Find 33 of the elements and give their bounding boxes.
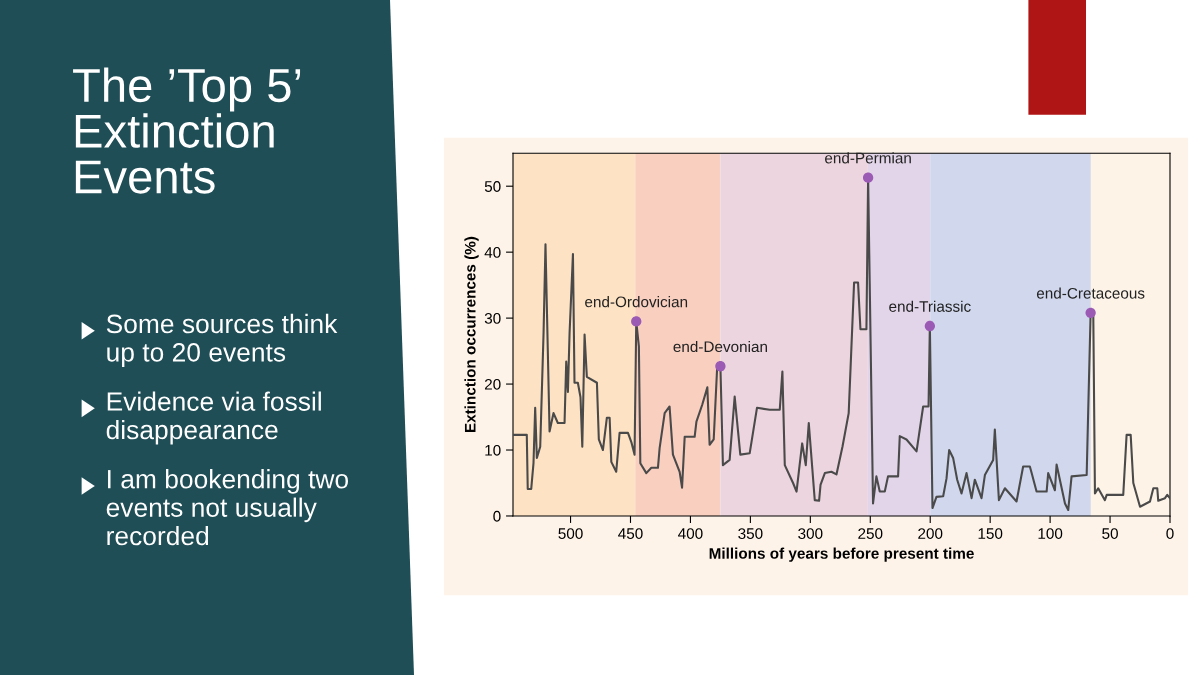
annotation: end-Devonian (673, 340, 767, 353)
y-tick-label: 30 (484, 312, 501, 324)
x-tick-label: 0 (1166, 528, 1174, 539)
y-tick-label: 10 (485, 444, 501, 456)
point (924, 320, 936, 332)
chart-title: The ’Top 5’ Extinction Events (73, 67, 301, 194)
x-tick-label: 50 (1102, 528, 1118, 539)
x-tick-label: 500 (558, 528, 583, 539)
x-tick-label: 350 (738, 528, 763, 539)
x-tick-label: 250 (858, 528, 883, 539)
y-tick-label: 20 (484, 378, 501, 390)
annotation: end-Permian (825, 152, 911, 164)
text: I am bookending two events not usually recorded (106, 469, 349, 546)
text: Some sources think up to 20 events (106, 313, 338, 367)
text: Evidence via fossil disappearance (106, 391, 321, 445)
y-tick-label: 0 (493, 510, 501, 522)
x-tick-label: 100 (1038, 528, 1063, 539)
annotation: end-Ordovician (585, 296, 688, 308)
annotation: end-Cretaceous (1036, 287, 1145, 299)
y-axis-title: Extinction occurrences (%) (464, 236, 479, 433)
x-axis-title: Millions of years before present time (709, 547, 974, 562)
x-tick-label: 400 (678, 528, 703, 539)
point (1085, 307, 1096, 318)
y-tick-label: 40 (484, 247, 501, 258)
x-tick-label: 300 (798, 528, 823, 539)
x-tick-label: 150 (978, 528, 1003, 539)
annotation: end-Triassic (889, 300, 971, 312)
point (631, 316, 642, 327)
point (862, 172, 874, 183)
x-tick-label: 450 (618, 528, 643, 539)
y-tick-label: 50 (484, 181, 501, 192)
point (715, 361, 726, 372)
x-tick-label: 200 (918, 528, 943, 539)
